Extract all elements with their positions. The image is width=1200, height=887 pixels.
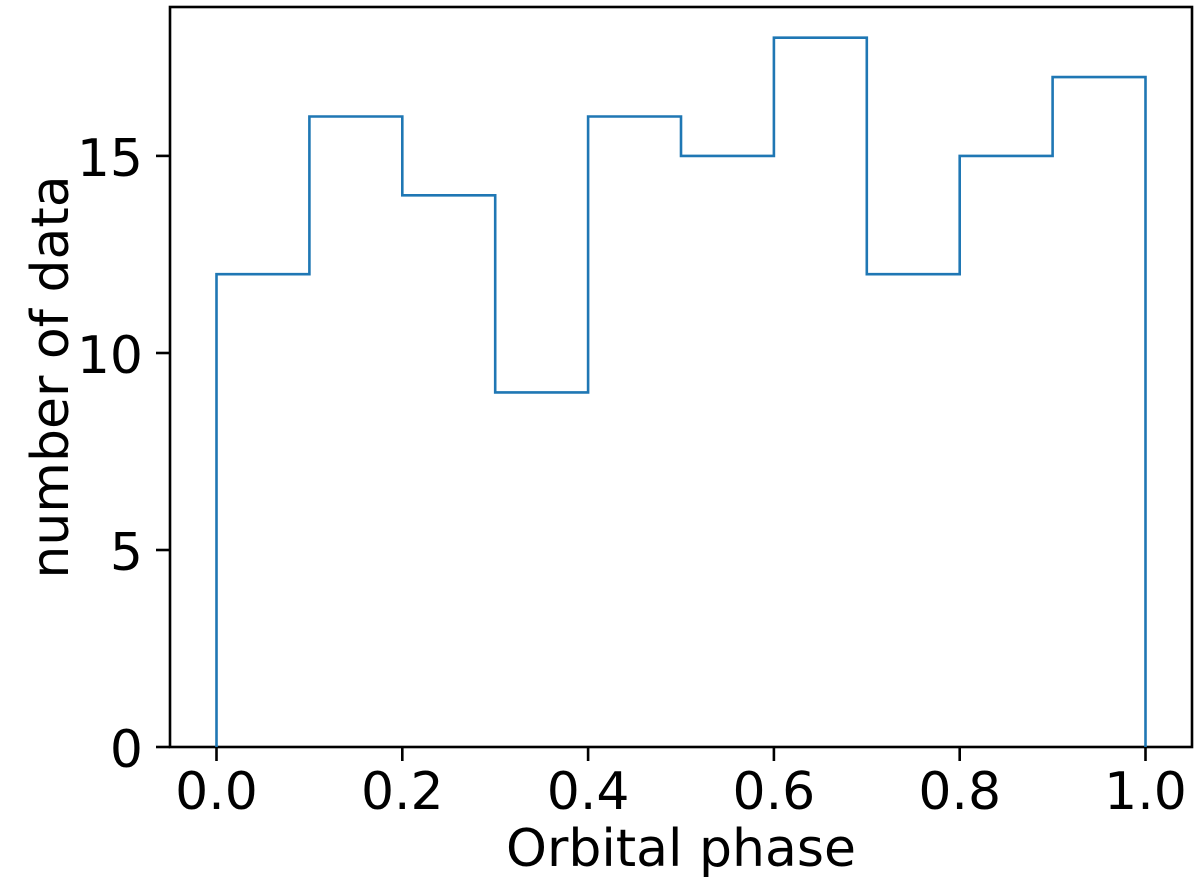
x-tick-label: 0.6	[733, 762, 816, 822]
y-tick-label: 5	[110, 523, 143, 583]
histogram-step-line	[215, 36, 1147, 747]
y-tick-label: 10	[77, 326, 143, 386]
x-tick-label: 1.0	[1104, 762, 1187, 822]
x-tick-label: 0.2	[361, 762, 444, 822]
y-axis-label: number of data	[21, 175, 81, 578]
x-tick-label: 0.8	[918, 762, 1001, 822]
x-axis-label: Orbital phase	[506, 819, 856, 879]
x-axis-ticks: 0.0 0.2 0.4 0.6 0.8 1.0	[175, 747, 1187, 822]
plot-border	[168, 5, 1194, 749]
x-tick-label: 0.4	[547, 762, 630, 822]
y-axis-ticks: 0 5 10 15	[77, 129, 170, 780]
y-tick-label: 15	[77, 129, 143, 189]
y-tick-label: 0	[110, 720, 143, 780]
x-tick-label: 0.0	[175, 762, 258, 822]
